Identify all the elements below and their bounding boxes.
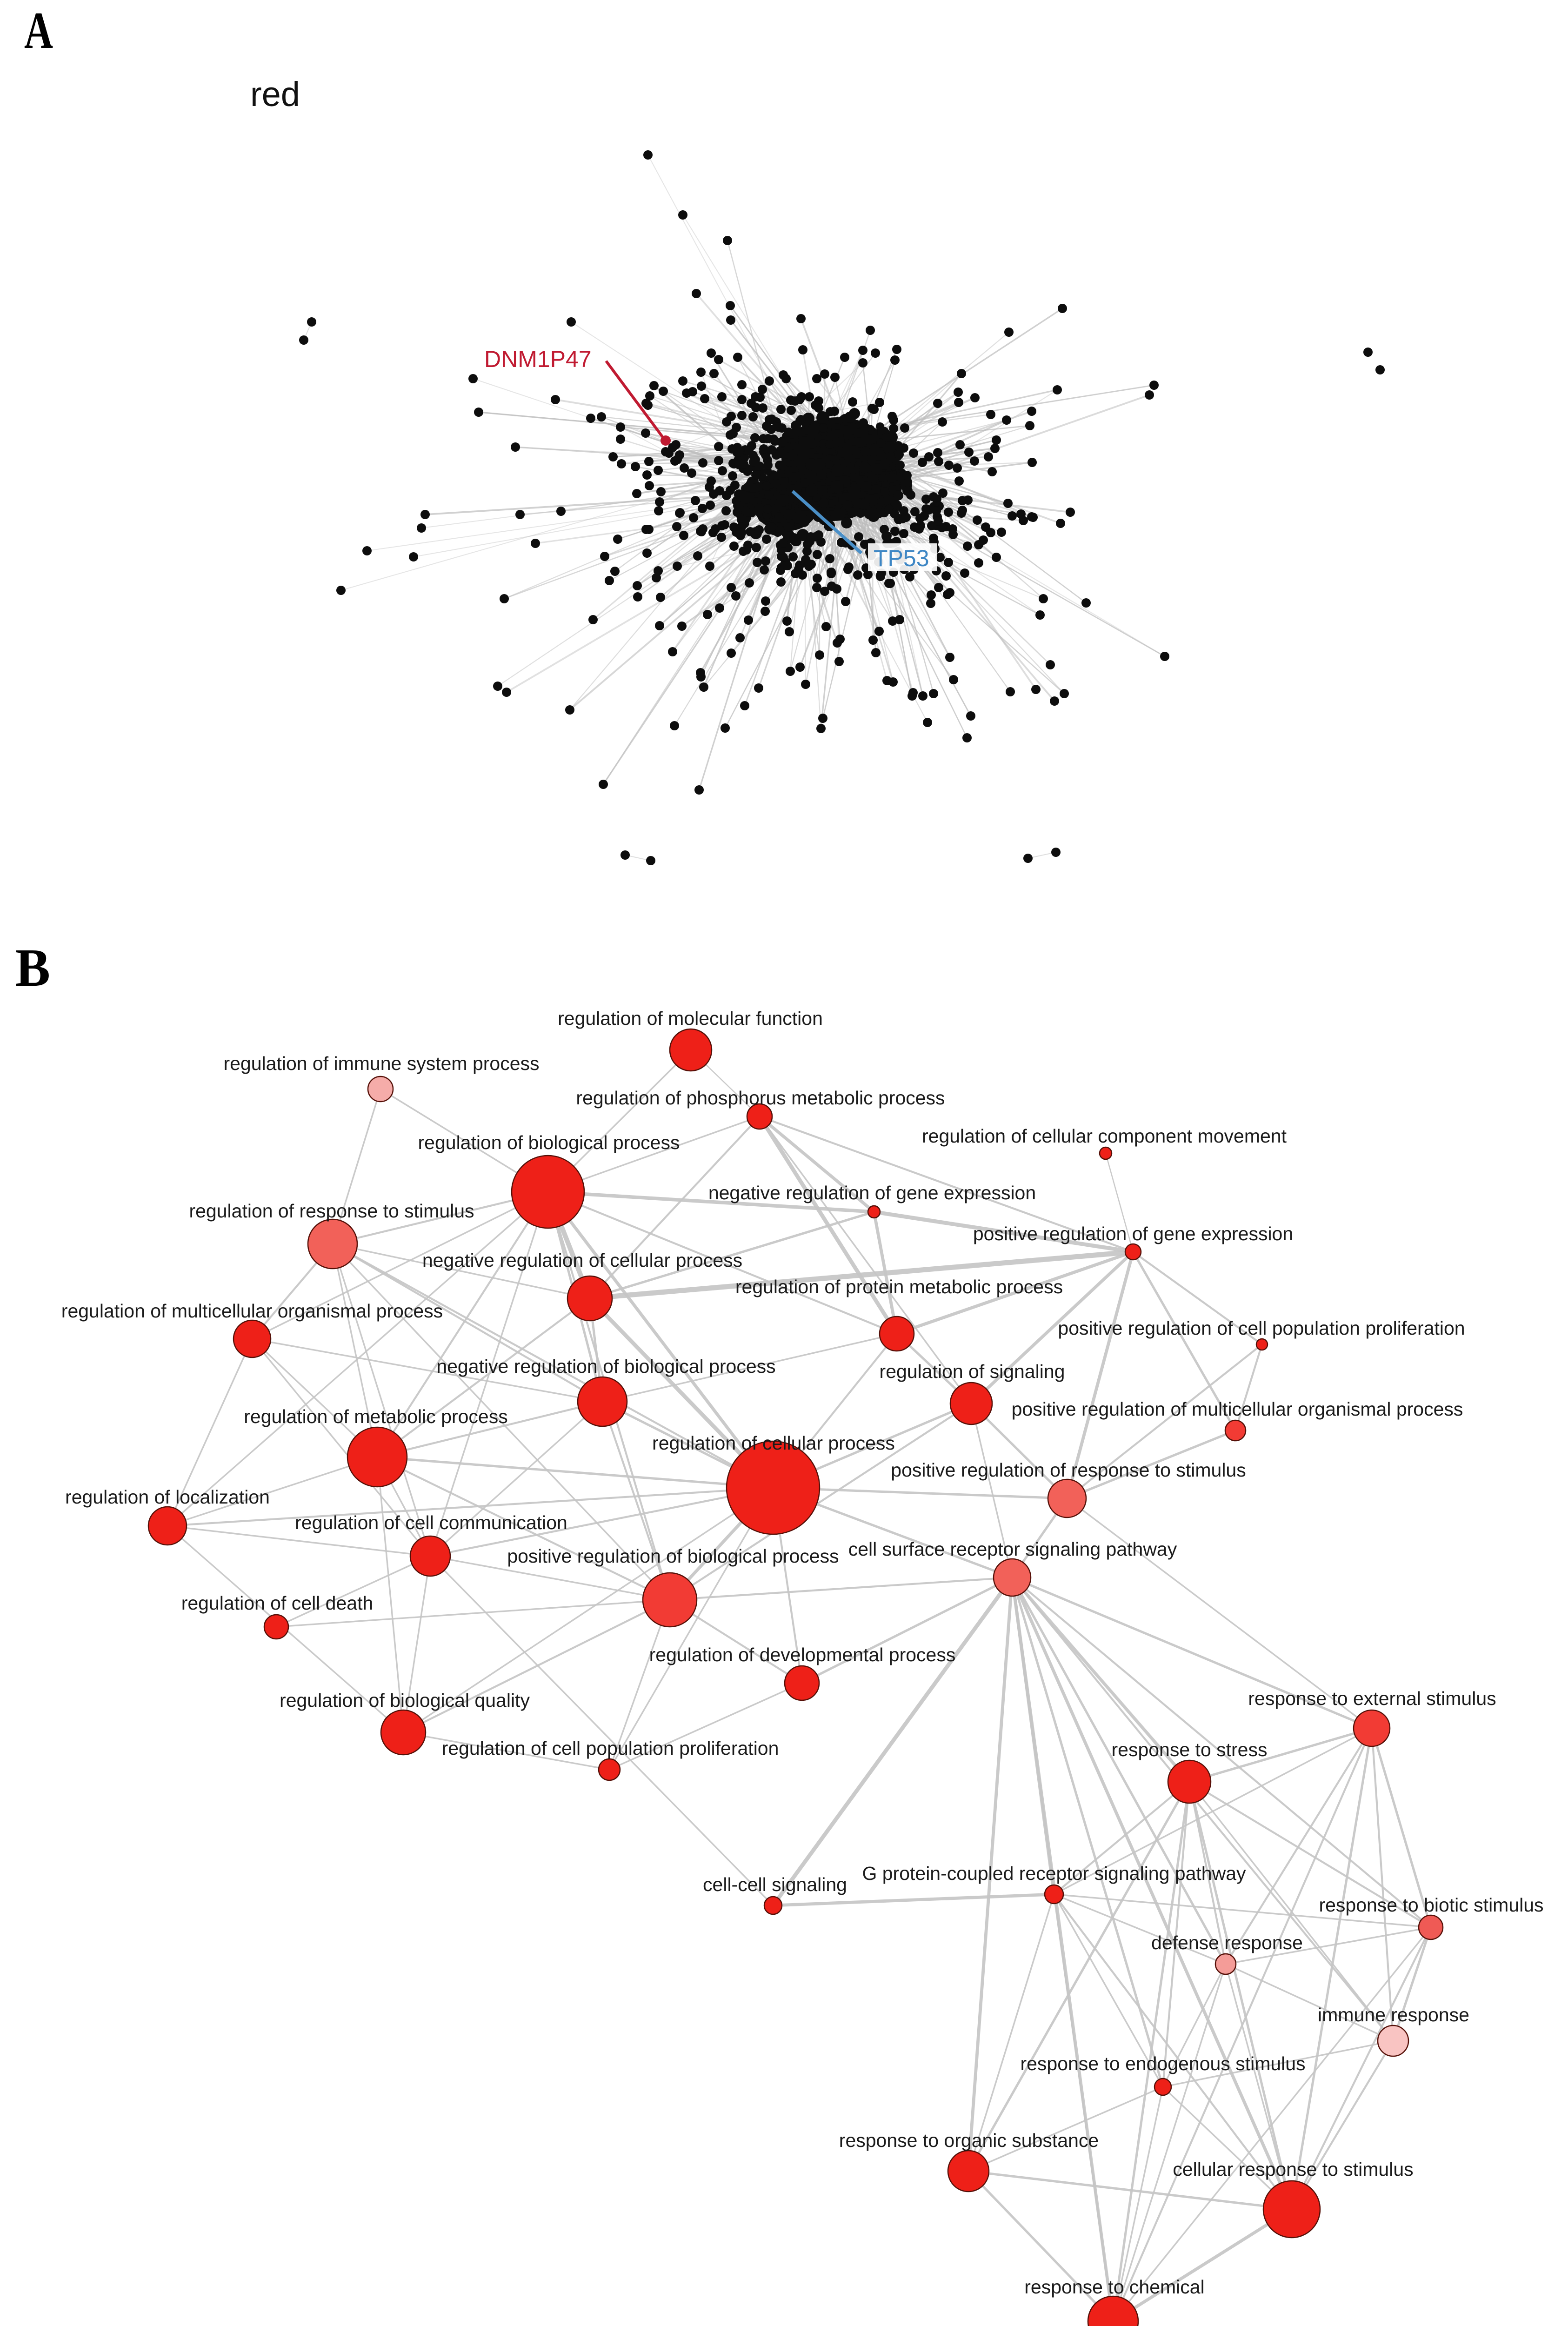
svg-text:regulation of immune system pr: regulation of immune system process	[223, 1053, 539, 1074]
svg-text:regulation of molecular functi: regulation of molecular function	[558, 1008, 823, 1029]
svg-text:cell surface receptor signalin: cell surface receptor signaling pathway	[848, 1538, 1177, 1560]
svg-text:negative regulation of biologi: negative regulation of biological proces…	[436, 1356, 775, 1377]
svg-text:regulation of developmental pr: regulation of developmental process	[649, 1644, 956, 1665]
svg-text:negative regulation of gene ex: negative regulation of gene expression	[708, 1182, 1036, 1203]
svg-text:positive regulation of cell po: positive regulation of cell population p…	[1058, 1317, 1465, 1339]
svg-text:response to organic substance: response to organic substance	[839, 2130, 1099, 2151]
svg-text:B: B	[15, 938, 50, 998]
svg-text:cell-cell signaling: cell-cell signaling	[703, 1874, 847, 1895]
svg-text:G protein-coupled receptor sig: G protein-coupled receptor signaling pat…	[862, 1863, 1246, 1884]
svg-text:regulation of cell communicati: regulation of cell communication	[295, 1512, 567, 1533]
svg-text:regulation of biological quali: regulation of biological quality	[280, 1690, 530, 1711]
svg-text:response to external stimulus: response to external stimulus	[1248, 1688, 1496, 1709]
svg-text:TP53: TP53	[874, 545, 929, 571]
svg-text:regulation of response to stim: regulation of response to stimulus	[189, 1200, 474, 1222]
svg-text:regulation of metabolic proces: regulation of metabolic process	[244, 1406, 507, 1427]
svg-text:response to endogenous stimulu: response to endogenous stimulus	[1020, 2053, 1305, 2074]
svg-text:response to stress: response to stress	[1112, 1739, 1268, 1760]
svg-text:DNM1P47: DNM1P47	[484, 346, 592, 372]
svg-text:A: A	[24, 2, 53, 60]
svg-text:regulation of biological proce: regulation of biological process	[418, 1132, 680, 1153]
svg-text:regulation of multicellular or: regulation of multicellular organismal p…	[61, 1300, 443, 1322]
svg-text:immune response: immune response	[1318, 2004, 1469, 2025]
svg-text:regulation of cellular process: regulation of cellular process	[652, 1432, 895, 1454]
svg-text:regulation of cell population: regulation of cell population proliferat…	[442, 1738, 779, 1759]
svg-text:cellular response to stimulus: cellular response to stimulus	[1173, 2159, 1413, 2180]
svg-text:defense response: defense response	[1151, 1932, 1303, 1953]
svg-text:response to biotic stimulus: response to biotic stimulus	[1319, 1894, 1543, 1916]
svg-text:regulation of signaling: regulation of signaling	[880, 1361, 1065, 1382]
svg-text:red: red	[250, 75, 300, 114]
svg-text:regulation of cell death: regulation of cell death	[181, 1592, 374, 1614]
svg-text:negative regulation of cellula: negative regulation of cellular process	[422, 1250, 742, 1271]
svg-text:regulation of protein metaboli: regulation of protein metabolic process	[735, 1276, 1063, 1297]
svg-text:regulation of phosphorus metab: regulation of phosphorus metabolic proce…	[576, 1087, 945, 1109]
svg-text:regulation of cellular compone: regulation of cellular component movemen…	[922, 1125, 1287, 1147]
svg-text:regulation of localization: regulation of localization	[65, 1486, 270, 1508]
svg-text:response to chemical: response to chemical	[1024, 2276, 1204, 2298]
svg-text:positive regulation of respons: positive regulation of response to stimu…	[891, 1459, 1246, 1481]
svg-text:positive regulation of biologi: positive regulation of biological proces…	[507, 1545, 839, 1567]
svg-text:positive regulation of multice: positive regulation of multicellular org…	[1012, 1398, 1463, 1420]
svg-text:positive regulation of gene ex: positive regulation of gene expression	[973, 1223, 1293, 1244]
